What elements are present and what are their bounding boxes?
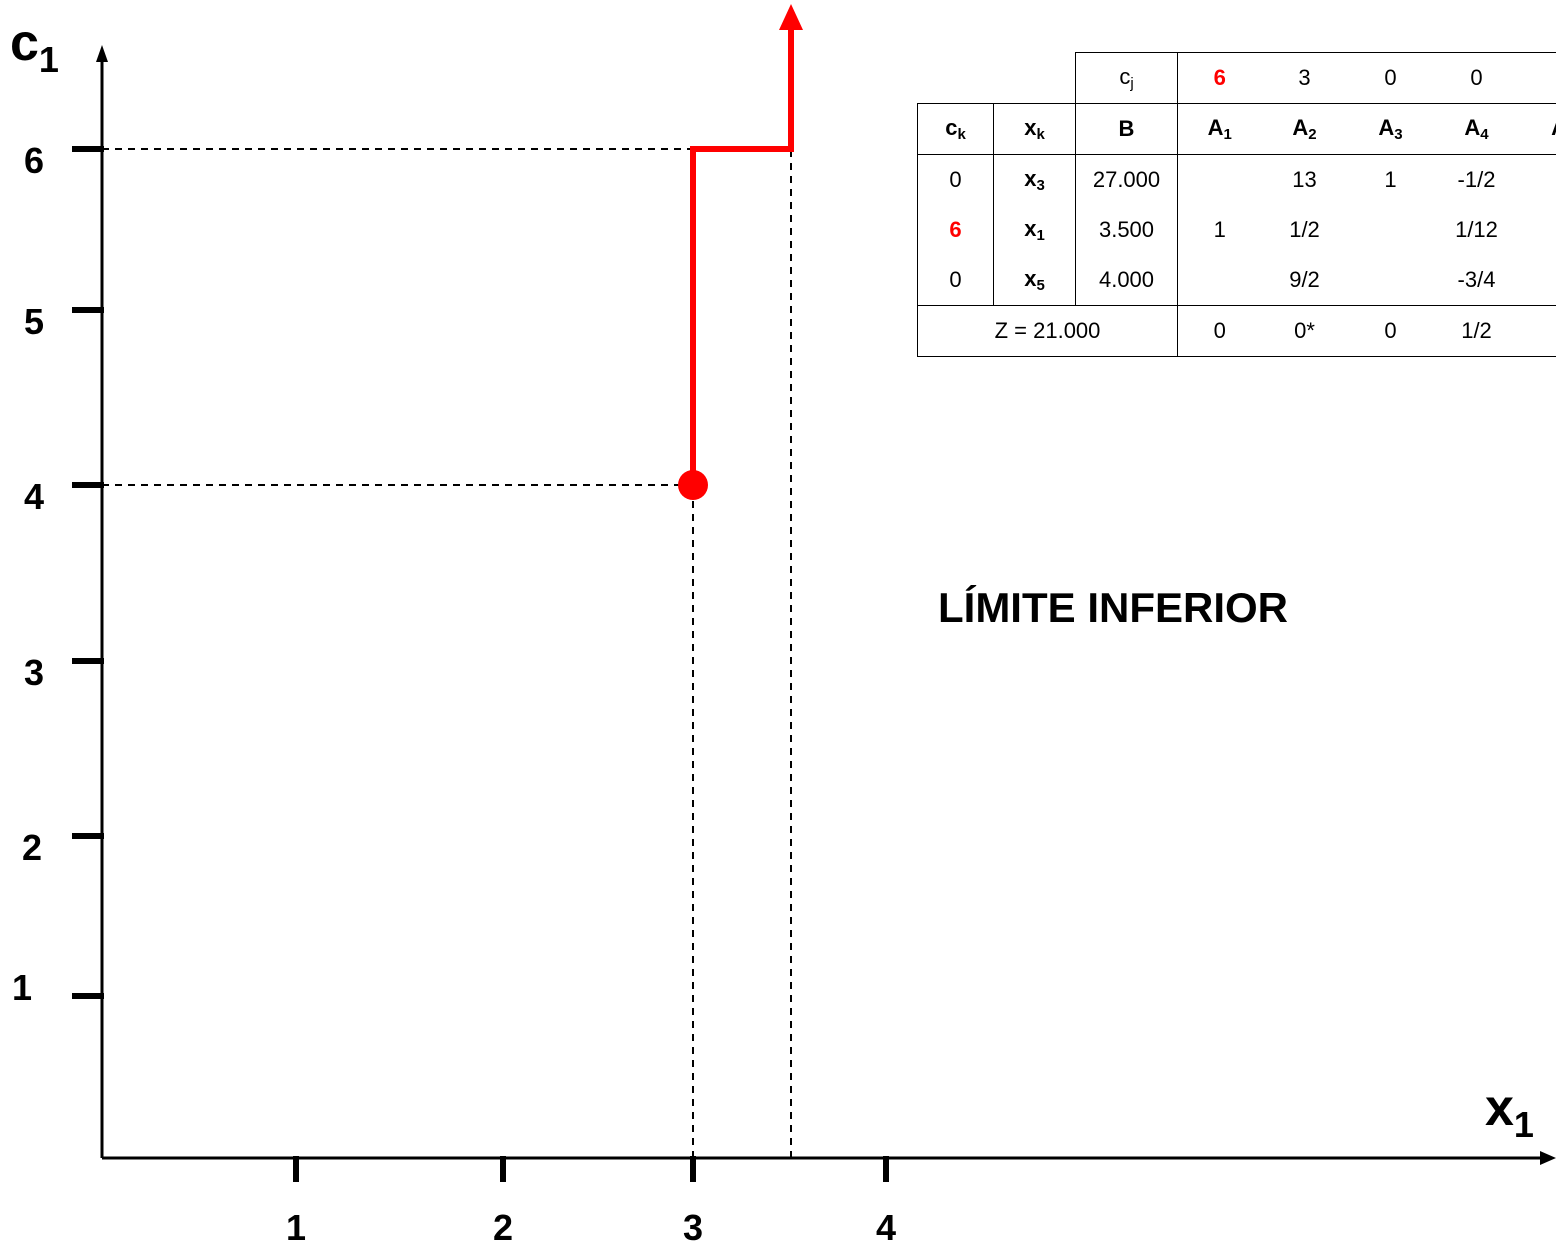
ck-cell: 0 [917,154,994,205]
b-cell: 27.000 [1075,154,1178,205]
xk-header: xk [993,103,1076,155]
cj-value: 6 [1177,52,1262,104]
a-header: A4 [1433,103,1520,155]
ck-cell: 0 [917,255,994,306]
b-header: B [1075,103,1178,155]
a-cell [1519,154,1556,205]
guide-lines [102,148,792,1158]
xk-cell: x1 [993,205,1076,255]
x-tick-label: 2 [493,1207,513,1244]
a-cell: 1 [1347,154,1434,205]
a-cell: -1/2 [1433,154,1520,205]
header-row: ck xk B A1 A2 A3 A4 A5 [917,103,1556,155]
x-tick-label: 1 [286,1207,306,1244]
a-cell: 1/12 [1455,217,1498,242]
cj-value: 0 [1347,52,1434,104]
reduced-cost-cell: 0* [1261,305,1348,357]
a-header: A1 [1177,103,1262,155]
cj-value [1519,52,1556,104]
x-tick-label: 3 [683,1207,703,1244]
lower-limit-label: LÍMITE INFERIOR [938,584,1288,631]
x-axis-arrow-icon [1540,1151,1556,1165]
series-group [678,4,803,500]
b-cell: 3.500 [1075,205,1178,255]
simplex-tableau: cj 6 3 0 0 ck xk B A1 A2 A3 A4 A5 0 x3 2… [917,52,1556,360]
z-value: Z = 21.000 [917,305,1178,357]
a-header: A5 [1519,103,1556,155]
reduced-cost-cell: 0 [1347,305,1434,357]
a-cell [1520,205,1556,255]
reduced-cost-cell: 0 [1177,305,1262,357]
a-cell: 13 [1261,154,1348,205]
lower-limit-marker [678,470,708,500]
y-tick-label: 2 [22,827,42,868]
step-line [690,28,794,485]
y-axis-arrow-icon [96,45,108,62]
table-row: 6 x1 3.500 1 1/2 1/12 [917,205,1556,255]
x-axis-title: x1 [1485,1079,1534,1145]
a-cell [1177,154,1262,205]
reduced-cost-cell: 1/2 [1433,305,1520,357]
y-tick-label: 3 [24,652,44,693]
a-cell: -3/4 [1433,255,1520,306]
b-cell: 4.000 [1075,255,1178,306]
ticks: 1 2 3 4 1 2 3 4 5 6 [12,140,896,1244]
axes [96,45,1556,1165]
a-cell: 1 [1177,205,1262,255]
a-cell [1519,255,1556,306]
cj-value: 0 [1433,52,1520,104]
ck-cell: 6 [917,205,994,255]
xk-cell: x5 [993,255,1076,306]
a-cell [1348,205,1434,255]
y-tick-label: 4 [24,476,44,517]
y-tick-label: 6 [24,140,44,181]
cj-label: cj [1075,52,1178,104]
xk-cell: x3 [993,154,1076,205]
step-arrow-icon [779,4,803,30]
ck-header: ck [917,103,994,155]
cj-row: cj 6 3 0 0 [918,52,1556,104]
y-tick-label: 1 [12,967,32,1008]
table-row: 0 x5 4.000 9/2 -3/4 [917,255,1556,306]
cj-value: 3 [1261,52,1348,104]
table-row: 0 x3 27.000 13 1 -1/2 [917,154,1556,205]
x-tick-label: 4 [876,1207,896,1244]
reduced-cost-cell [1519,305,1556,357]
y-axis-title: c1 [10,14,59,80]
a-cell: 9/2 [1261,255,1348,306]
y-tick-label: 5 [24,301,44,342]
a-header: A2 [1261,103,1348,155]
a-cell [1347,255,1434,306]
z-row: Z = 21.000 0 0* 0 1/2 [917,305,1556,357]
a-cell [1177,255,1262,306]
a-cell: 1/2 [1289,217,1320,242]
a-header: A3 [1347,103,1434,155]
